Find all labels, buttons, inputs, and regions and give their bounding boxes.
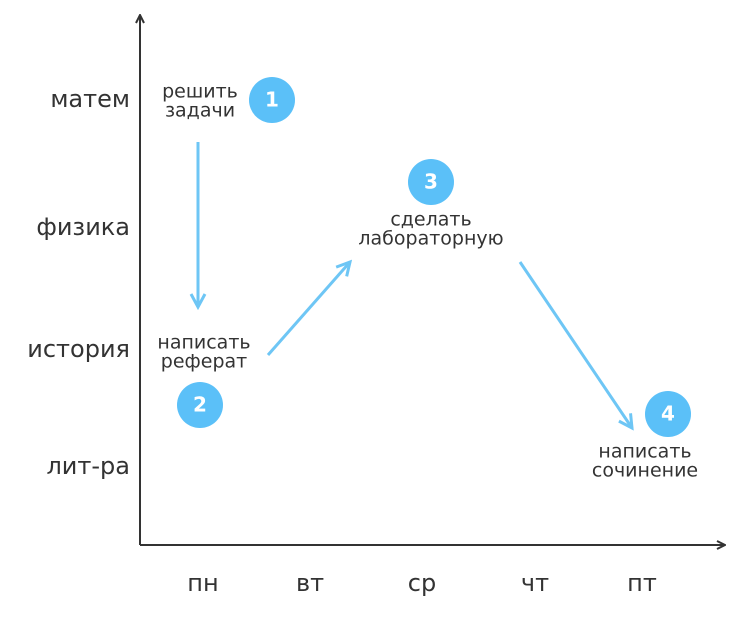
step-circle	[408, 159, 454, 205]
step-label: решить	[162, 81, 238, 103]
x-label: ср	[408, 569, 436, 597]
y-label: лит-ра	[46, 452, 130, 480]
y-label: физика	[36, 213, 130, 241]
x-label: пн	[187, 569, 218, 597]
step-label: написать	[157, 332, 250, 354]
step-label: лабораторную	[358, 228, 503, 250]
step-label: сделать	[390, 209, 471, 231]
x-label: вт	[296, 569, 324, 597]
step-number: 1	[265, 88, 279, 112]
x-label: чт	[521, 569, 549, 597]
step-label: сочинение	[592, 460, 698, 482]
step-number: 2	[193, 393, 207, 417]
step-label: написать	[598, 441, 691, 463]
x-label: пт	[627, 569, 657, 597]
arrow	[518, 261, 632, 428]
step-label: задачи	[165, 100, 235, 122]
y-label: матем	[50, 85, 130, 113]
step-circle	[249, 77, 295, 123]
step-circle	[645, 391, 691, 437]
step-number: 4	[661, 402, 675, 426]
step-number: 3	[424, 170, 438, 194]
y-label: история	[27, 335, 130, 363]
step-label: реферат	[161, 351, 247, 373]
arrow	[266, 262, 350, 356]
step-circle	[177, 382, 223, 428]
